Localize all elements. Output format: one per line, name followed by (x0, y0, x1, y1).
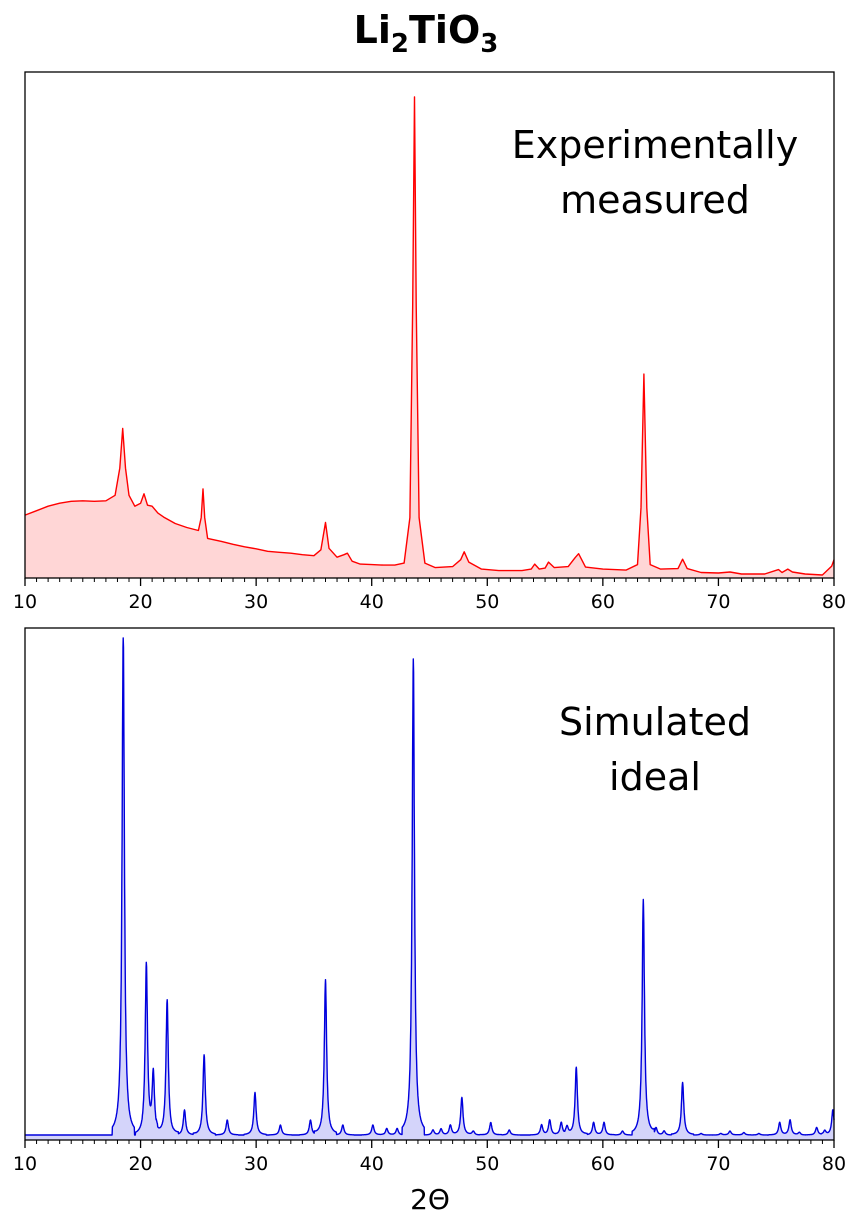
figure-title: Li2TiO3 (353, 8, 499, 59)
x-tick-label: 30 (244, 591, 268, 613)
x-tick-label: 70 (706, 1153, 730, 1175)
spectrum-fill (25, 96, 834, 579)
x-tick-label: 80 (822, 591, 846, 613)
spectrum-line (24, 96, 835, 576)
panel-simulated: 10 20 30 40 50 60 70 80 Simulated ideal (13, 627, 846, 1175)
x-tick-label: 80 (822, 1153, 846, 1175)
x-tick-label: 50 (475, 1153, 499, 1175)
x-tick-label: 10 (13, 1153, 37, 1175)
panel-annotation-line: Experimentally (512, 123, 798, 167)
x-axis-label: 2Θ (410, 1183, 450, 1216)
panel-experimental: 10 20 30 40 50 60 70 80 Experimentally measured (13, 71, 846, 613)
x-tick-label: 40 (360, 591, 384, 613)
x-tick-label: 10 (13, 591, 37, 613)
panel-annotation-line: measured (560, 178, 750, 222)
x-tick-label: 20 (128, 1153, 152, 1175)
panel-annotation-line: Simulated (559, 700, 751, 744)
x-tick-label: 60 (591, 1153, 615, 1175)
x-tick-label: 50 (475, 591, 499, 613)
x-tick-label: 60 (591, 591, 615, 613)
x-tick-label: 40 (360, 1153, 384, 1175)
x-tick-label: 30 (244, 1153, 268, 1175)
x-tick-label: 70 (706, 591, 730, 613)
panel-annotation-line: ideal (609, 755, 701, 799)
x-tick-label: 20 (128, 591, 152, 613)
spectrum-line (24, 637, 835, 1136)
